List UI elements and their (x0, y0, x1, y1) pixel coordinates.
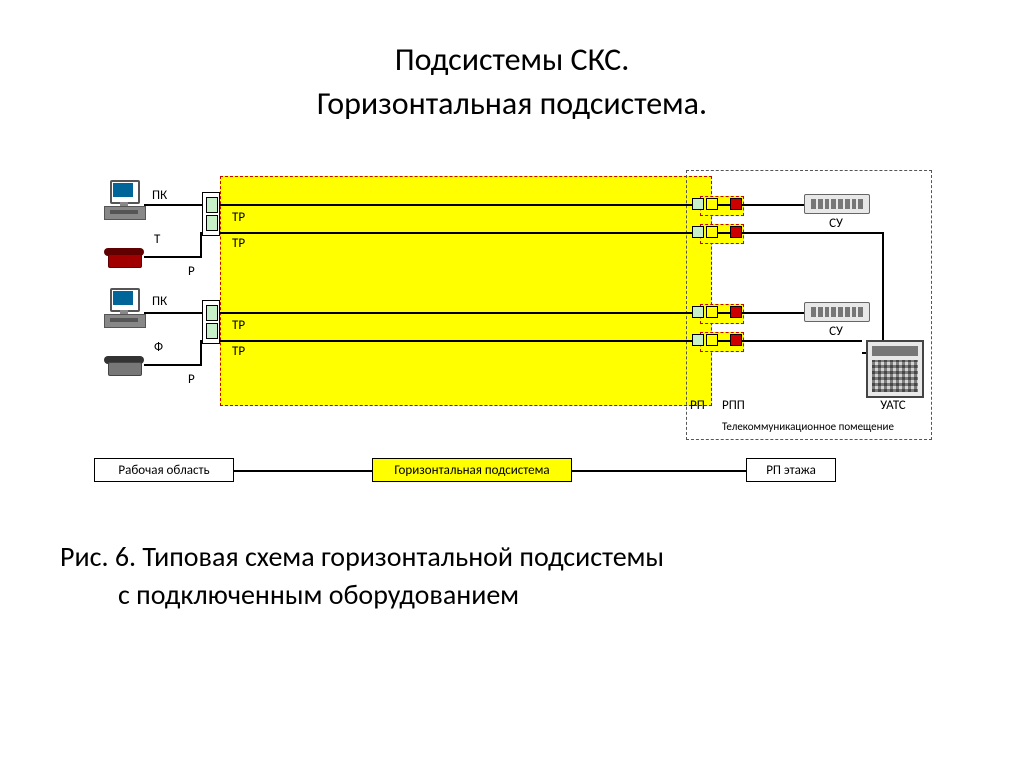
rp-port-2b (706, 226, 718, 238)
trunk-2 (220, 232, 692, 234)
phone-icon (104, 248, 144, 268)
trunk-1 (220, 204, 692, 206)
pc-label-2: ПК (152, 294, 167, 309)
figure-caption-line1: Рис. 6. Типовая схема горизонтальной под… (60, 538, 664, 576)
rpp-port-3 (730, 306, 742, 318)
legend-work-area-text: Рабочая область (118, 463, 209, 478)
cable-fax-outlet (144, 364, 202, 366)
legend-horizontal-text: Горизонтальная подсистема (394, 463, 549, 478)
page-title: Подсистемы СКС. Горизонтальная подсистем… (0, 38, 1024, 126)
cable-pc2-outlet (144, 312, 202, 314)
figure-caption-line2: с подключенным оборудованием (118, 576, 519, 614)
highlight-horizontal-subsystem (220, 176, 712, 406)
uats-label: УАТС (862, 398, 924, 413)
trunk-3 (220, 312, 692, 314)
pc-label-1: ПК (152, 188, 167, 203)
legend-floor-rp: РП этажа (746, 458, 836, 482)
rp-port-4 (692, 334, 704, 346)
telecom-room-label: Телекоммуникационное помещение (686, 420, 930, 433)
rpp-port-1 (730, 198, 742, 210)
hub-icon-1 (804, 194, 870, 214)
rp-port-2 (692, 226, 704, 238)
cable-fax-vert (200, 340, 202, 366)
su-label-2: СУ (818, 324, 854, 339)
cable-phone-vert (200, 232, 202, 258)
rp-port-1 (692, 198, 704, 210)
title-line-1: Подсистемы СКС. (395, 40, 630, 79)
rpp-column-label: РПП (722, 398, 745, 413)
wall-outlet-1 (202, 192, 220, 236)
rp-rpp-3 (718, 312, 730, 314)
su-label-1: СУ (818, 216, 854, 231)
link-pbx-b (742, 340, 862, 342)
rp-rpp-2 (718, 232, 730, 234)
rpp-port-4 (730, 334, 742, 346)
rp-rpp-1 (718, 204, 730, 206)
fax-icon (104, 356, 144, 376)
legend-work-area: Рабочая область (94, 458, 234, 482)
rp-port-4b (706, 334, 718, 346)
r-label-2: Р (188, 372, 195, 387)
wall-outlet-2 (202, 300, 220, 344)
pc-icon (104, 180, 144, 220)
cable-pc1-outlet (144, 204, 202, 206)
trunk-4 (220, 340, 692, 342)
tr-label-3: ТР (232, 318, 245, 333)
legend-floor-rp-text: РП этажа (766, 463, 816, 478)
rp-port-3 (692, 306, 704, 318)
link-hub1 (742, 204, 804, 206)
r-label-1: Р (188, 264, 195, 279)
title-line-2: Горизонтальная подсистема. (317, 84, 707, 123)
hub-icon-2 (804, 302, 870, 322)
tr-label-4: ТР (232, 344, 245, 359)
legend-horizontal: Горизонтальная подсистема (372, 458, 572, 482)
cable-phone-outlet (144, 256, 202, 258)
f-label: Ф (154, 340, 163, 355)
rp-column-label: РП (690, 398, 705, 413)
rp-port-3b (706, 306, 718, 318)
link-pbx-a (742, 232, 882, 234)
pbx-icon (866, 340, 924, 398)
tr-label-1: ТР (232, 210, 245, 225)
rp-port-1b (706, 198, 718, 210)
tr-label-2: ТР (232, 236, 245, 251)
t-label: Т (154, 232, 160, 247)
rp-rpp-4 (718, 340, 730, 342)
rpp-port-2 (730, 226, 742, 238)
pc-icon (104, 288, 144, 328)
link-pbx-a-v (882, 232, 884, 352)
link-hub2 (742, 312, 804, 314)
